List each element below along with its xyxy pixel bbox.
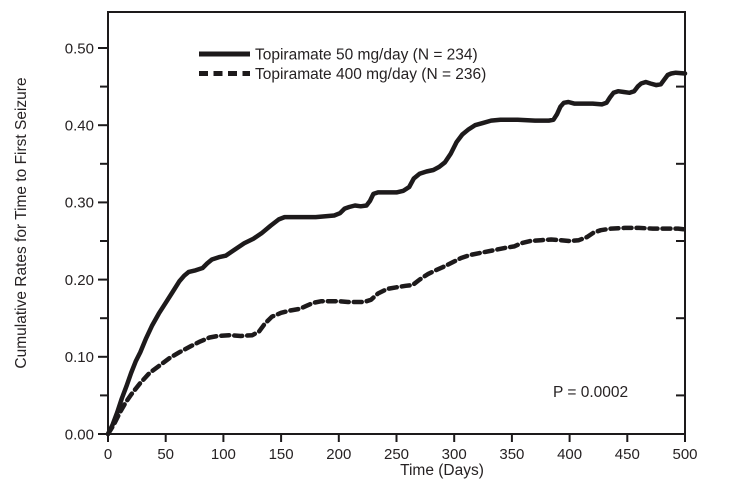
x-tick-label: 300 (442, 446, 467, 463)
x-tick-label: 50 (157, 446, 174, 463)
axis-tick-labels: 0 50 100 150 200 250 300 350 400 450 500 0.00 0.10 0.… (65, 40, 698, 463)
legend: Topiramate 50 mg/day (N = 234) Topiramat… (199, 47, 486, 83)
legend-label-400mg: Topiramate 400 mg/day (N = 236) (255, 66, 486, 83)
x-axis-title: Time (Days) (400, 462, 484, 479)
legend-label-50mg: Topiramate 50 mg/day (N = 234) (255, 47, 478, 64)
x-tick-label: 450 (615, 446, 640, 463)
y-tick-label: 0.00 (65, 426, 94, 443)
y-tick-label: 0.50 (65, 40, 94, 57)
curve-topiramate-50mg (105, 70, 688, 437)
x-tick-label: 400 (557, 446, 582, 463)
x-tick-label: 350 (499, 446, 524, 463)
x-tick-label: 200 (326, 446, 351, 463)
y-tick-label: 0.20 (65, 272, 94, 289)
y-axis-title: Cumulative Rates for Time to First Seizu… (13, 77, 30, 368)
x-tick-label: 250 (384, 446, 409, 463)
x-tick-label: 0 (104, 446, 112, 463)
data-curves (105, 70, 688, 437)
p-value-annotation: P = 0.0002 (553, 384, 628, 401)
x-tick-label: 150 (269, 446, 294, 463)
x-tick-label: 500 (672, 446, 697, 463)
y-tick-label: 0.10 (65, 349, 94, 366)
y-tick-label: 0.40 (65, 118, 94, 135)
y-tick-label: 0.30 (65, 195, 94, 212)
curve-topiramate-400mg (105, 225, 688, 437)
axis-ticks (98, 47, 686, 442)
x-tick-label: 100 (211, 446, 236, 463)
